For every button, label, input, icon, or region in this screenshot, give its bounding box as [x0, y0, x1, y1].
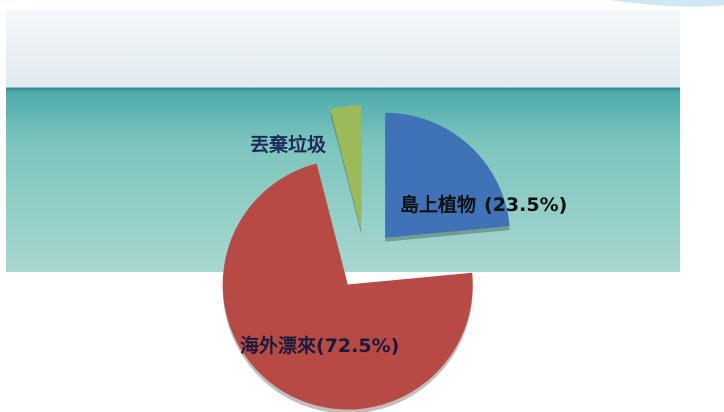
slice [385, 112, 510, 238]
background-sky [6, 10, 680, 90]
slice-label: 島上植物 (23.5%) [400, 193, 567, 216]
category-label: 海外漂來 [240, 334, 316, 357]
decor-curve [610, 0, 724, 7]
slice-label: 丟棄垃圾 [250, 133, 327, 156]
slice [222, 163, 473, 410]
category-label: 島上植物 [400, 193, 476, 216]
slice [330, 105, 362, 231]
value-label: (23.5%) [484, 194, 567, 216]
value-label: (72.5%) [316, 335, 399, 357]
slice-label: 海外漂來(72.5%) [240, 334, 399, 357]
pie: 島上植物 (23.5%) 海外漂來(72.5%) 丟棄垃圾 [222, 105, 567, 412]
category-label: 丟棄垃圾 [250, 133, 327, 156]
